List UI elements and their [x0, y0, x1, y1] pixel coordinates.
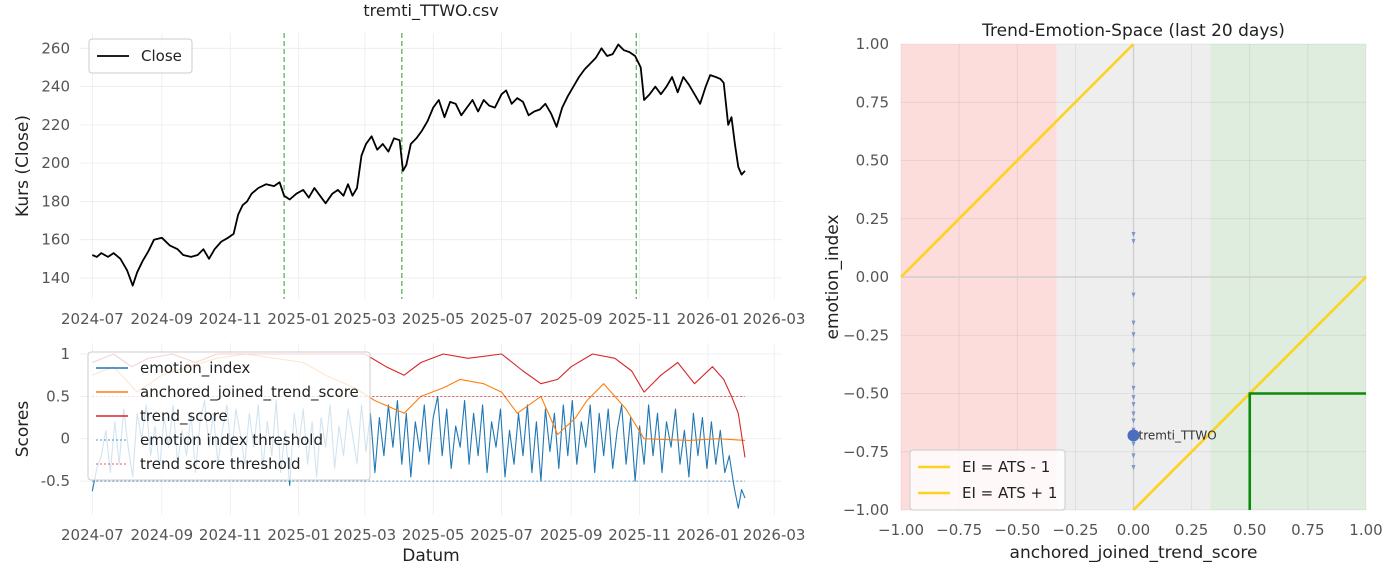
- trail-arrow: [1131, 441, 1136, 447]
- x-tick-label: 2025-09: [540, 310, 603, 328]
- y-axis-label: emotion_index: [823, 215, 843, 340]
- x-tick-label: 2026-03: [743, 310, 806, 328]
- series-line-close: [91, 43, 746, 287]
- y-tick-label: 0: [60, 430, 70, 448]
- y-tick-label: 0.5: [46, 387, 70, 405]
- y-tick-label: −0.25: [843, 326, 889, 344]
- legend-label: Close: [141, 47, 182, 65]
- x-tick-label: 2025-03: [333, 526, 396, 544]
- y-tick-label: -0.5: [41, 472, 70, 490]
- y-tick-label: −0.50: [843, 385, 889, 403]
- legend-box: [88, 38, 193, 74]
- x-tick-label: −0.25: [1052, 521, 1098, 539]
- x-tick-label: 0.75: [1291, 521, 1324, 539]
- y-tick-label: 0.25: [856, 210, 889, 228]
- trail-arrow: [1131, 402, 1136, 408]
- x-tick-label: −1.00: [878, 521, 924, 539]
- y-tick-label: 0.50: [856, 152, 889, 170]
- legend-box: [87, 351, 371, 481]
- x-tick-label: −0.50: [994, 521, 1040, 539]
- x-tick-label: 2025-11: [608, 526, 671, 544]
- trail-arrow: [1131, 232, 1136, 238]
- legend-label: EI = ATS + 1: [962, 484, 1057, 502]
- x-tick-label: 2025-05: [402, 526, 465, 544]
- y-tick-label: 1.00: [856, 35, 889, 53]
- x-axis-label: anchored_joined_trend_score: [1010, 543, 1258, 563]
- x-tick-label: 2025-11: [608, 310, 671, 328]
- trend-emotion-space-chart: tremti_TTWO −1.00 −0.75 −0.50 −0.25 0.00 0.25 0…: [823, 21, 1383, 563]
- x-tick-label: 0.25: [1175, 521, 1208, 539]
- y-tick-label: 180: [41, 192, 70, 210]
- point-label: tremti_TTWO: [1139, 428, 1217, 442]
- y-tick-label: −1.00: [843, 501, 889, 519]
- x-tick-label: −0.75: [936, 521, 982, 539]
- y-tick-label: 220: [41, 116, 70, 134]
- x-tick-label: 1.00: [1349, 521, 1382, 539]
- y-tick-label: 240: [41, 78, 70, 96]
- y-tick-label: 1: [60, 345, 70, 363]
- current-position-point: [1127, 429, 1140, 442]
- x-tick-label: 2024-09: [131, 526, 194, 544]
- legend-label: emotion index threshold: [140, 431, 323, 449]
- chart-title: Trend-Emotion-Space (last 20 days): [981, 21, 1285, 41]
- x-tick-label: 2024-11: [199, 526, 262, 544]
- y-tick-label: 160: [41, 231, 70, 249]
- x-tick-label: 2025-01: [267, 526, 330, 544]
- trail-arrow: [1131, 362, 1136, 368]
- x-tick-label: 2026-03: [743, 526, 806, 544]
- x-tick-label: 2025-05: [402, 310, 465, 328]
- y-tick-label: 0.00: [856, 268, 889, 286]
- chart-title: tremti_TTWO.csv: [363, 1, 498, 21]
- x-tick-label: 2025-03: [333, 310, 396, 328]
- trail-arrow: [1131, 411, 1136, 417]
- trail-arrow: [1131, 348, 1136, 354]
- x-tick-label: 2025-01: [267, 310, 330, 328]
- legend-label: trend_score: [140, 407, 228, 426]
- x-tick-label: 0.00: [1117, 521, 1150, 539]
- y-tick-label: 200: [41, 154, 70, 172]
- legend-label: anchored_joined_trend_score: [140, 383, 359, 402]
- target-zone-box: [1248, 392, 1366, 510]
- y-tick-label: −0.75: [843, 443, 889, 461]
- close-price-chart: 140 160 180 200 220 240 260 2024-07 2024-09 2024-…: [13, 1, 805, 328]
- trail-arrow: [1131, 320, 1136, 326]
- trail-arrow: [1131, 332, 1136, 338]
- x-tick-label: 2024-09: [131, 310, 194, 328]
- trail-arrow: [1131, 395, 1136, 401]
- legend-label: EI = ATS - 1: [962, 458, 1050, 476]
- y-tick-label: 0.75: [856, 93, 889, 111]
- y-axis-label: Kurs (Close): [13, 115, 33, 217]
- x-tick-label: 2026-01: [677, 526, 740, 544]
- x-tick-label: 2026-01: [677, 310, 740, 328]
- legend-box: [909, 449, 1066, 511]
- trail-arrow: [1131, 453, 1136, 459]
- trail-arrow: [1131, 239, 1136, 245]
- x-tick-label: 2024-11: [199, 310, 262, 328]
- trail-arrow: [1131, 465, 1136, 471]
- x-tick-label: 2025-09: [540, 526, 603, 544]
- trail-arrow: [1131, 292, 1136, 298]
- legend-label: trend score threshold: [140, 455, 300, 473]
- diagonal-threshold-line: [900, 43, 1135, 278]
- x-tick-label: 2024-07: [61, 526, 124, 544]
- x-tick-label: 2024-07: [61, 310, 124, 328]
- y-axis-label: Scores: [13, 401, 33, 458]
- x-axis-label: Datum: [402, 546, 460, 566]
- x-tick-label: 2025-07: [470, 310, 533, 328]
- x-tick-label: 0.50: [1233, 521, 1266, 539]
- y-tick-label: 140: [41, 269, 70, 287]
- trail-arrow: [1131, 418, 1136, 424]
- legend-label: emotion_index: [140, 359, 250, 378]
- trail-arrow: [1131, 385, 1136, 391]
- y-tick-label: 260: [41, 39, 70, 57]
- x-tick-label: 2025-07: [470, 526, 533, 544]
